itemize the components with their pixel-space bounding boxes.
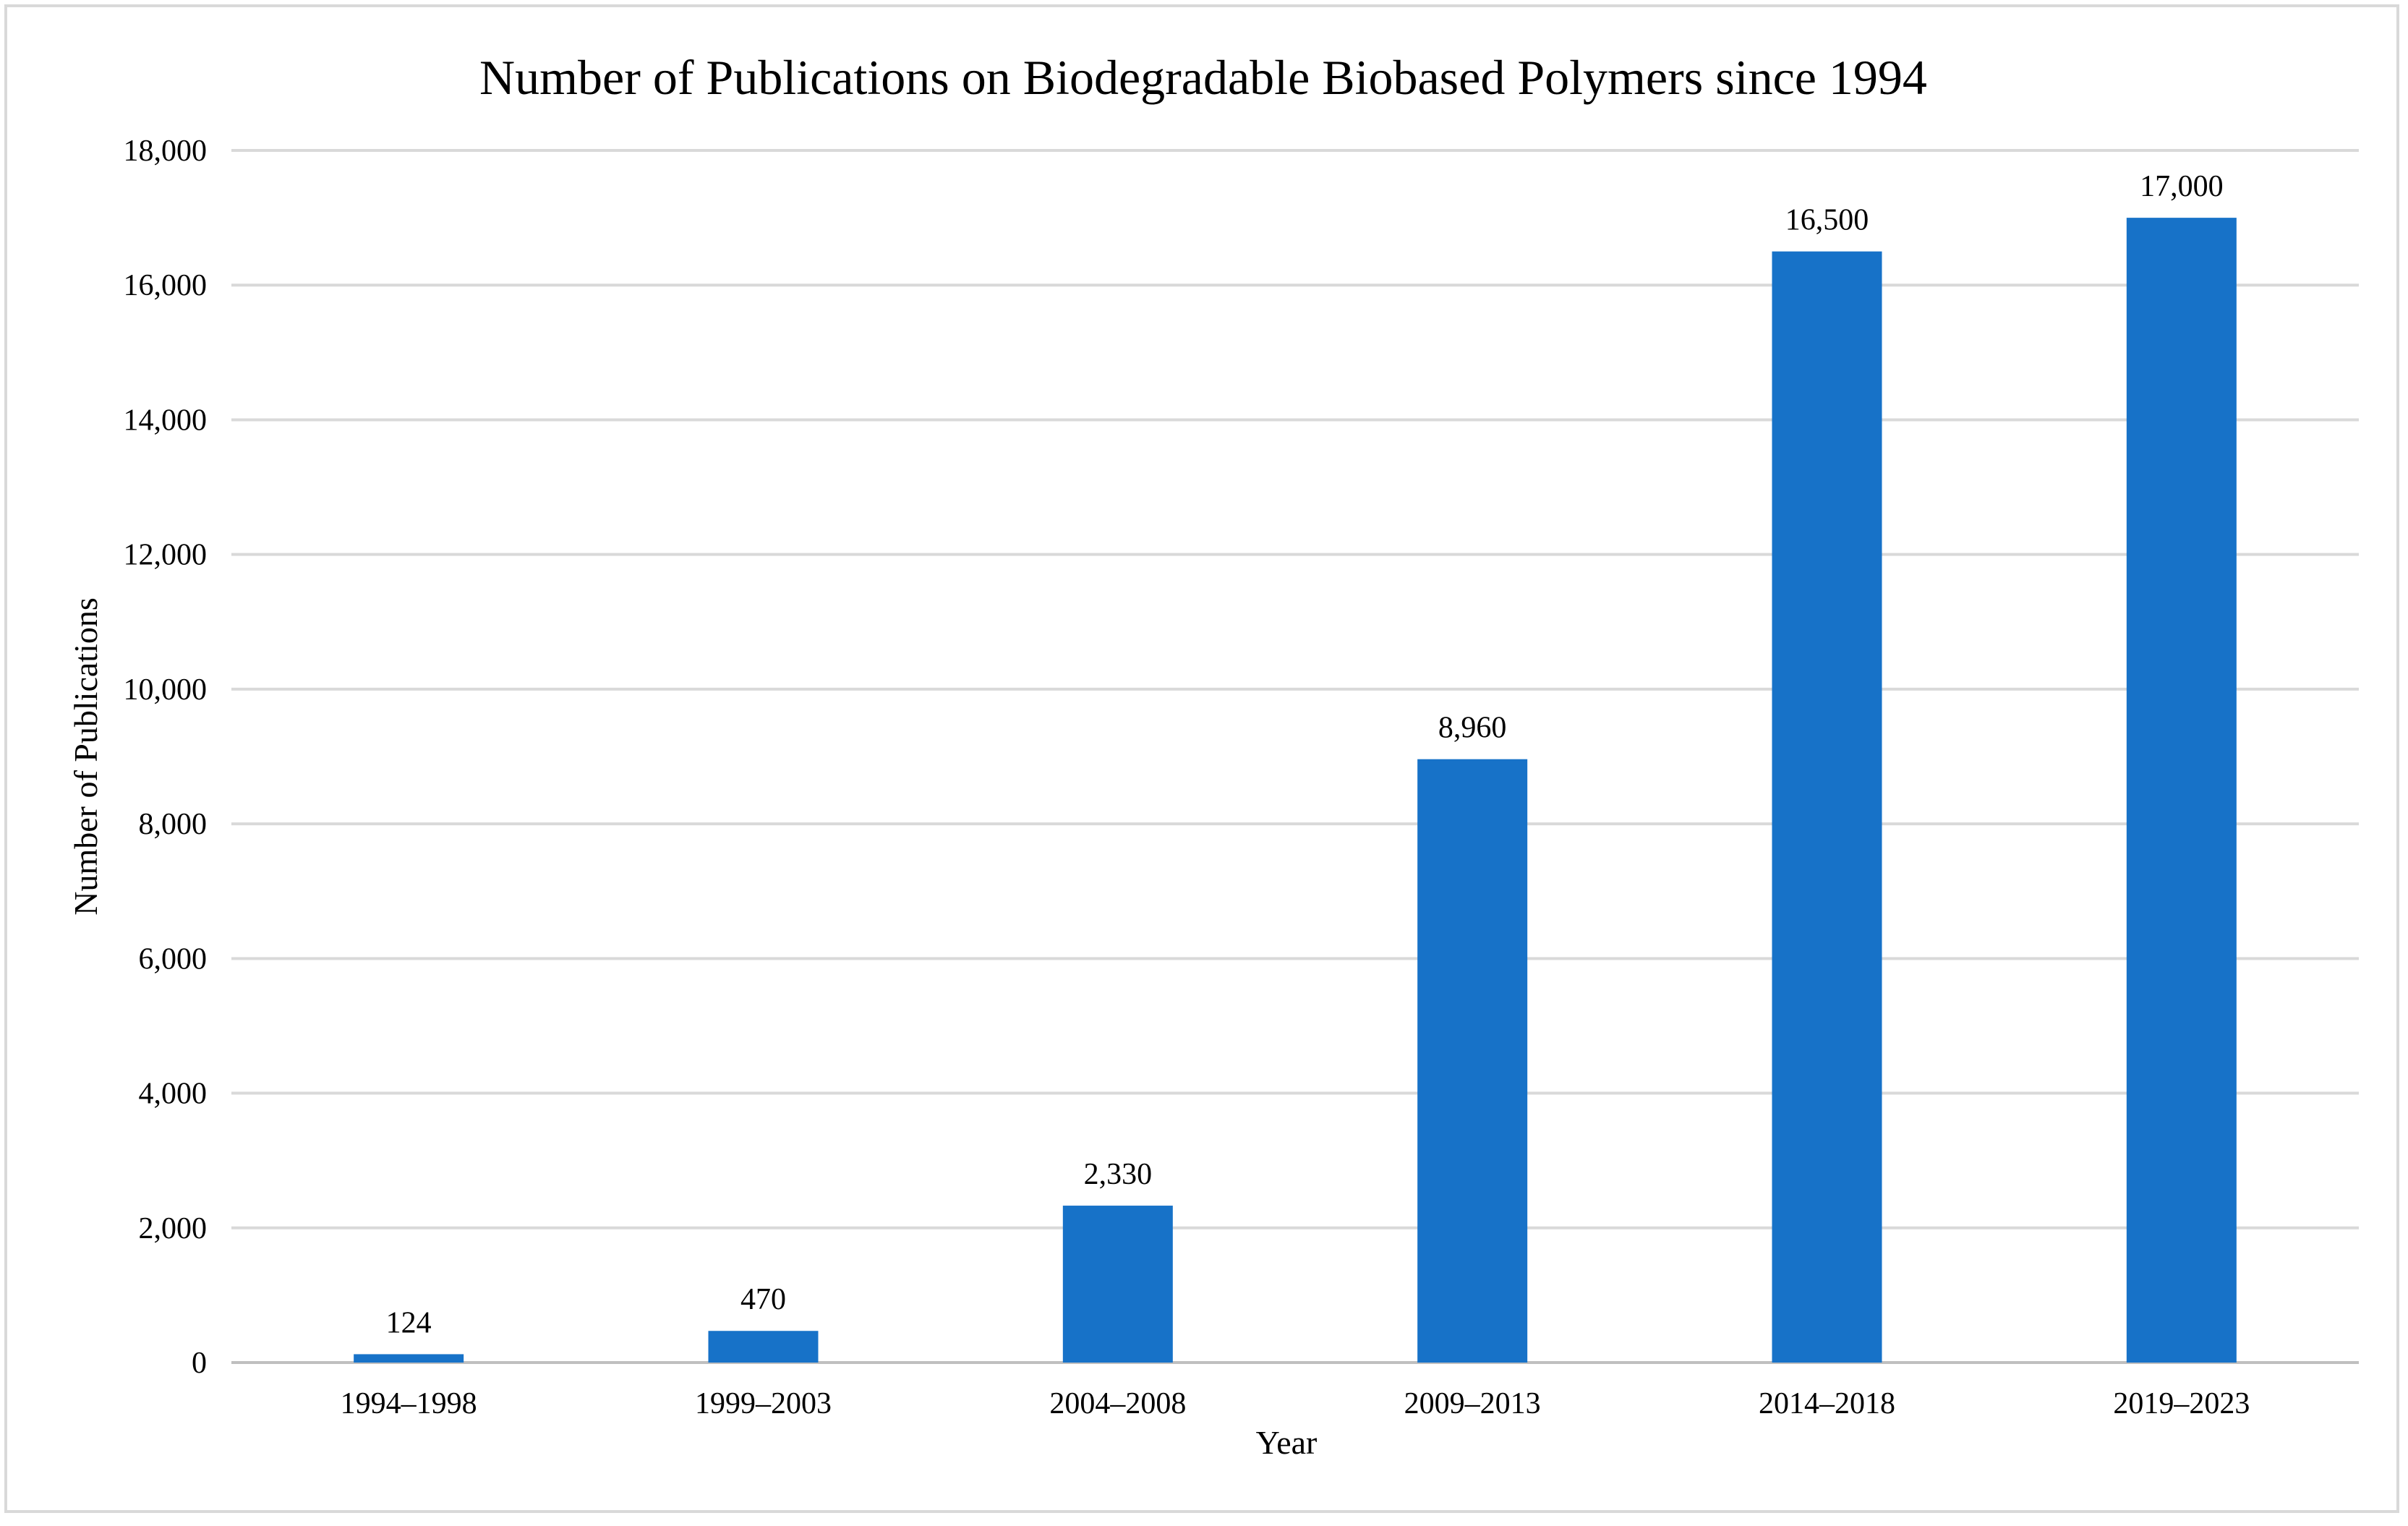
data-label: 17,000 bbox=[2140, 170, 2224, 203]
x-tick-label: 1999–2003 bbox=[695, 1387, 832, 1420]
x-tick-label: 1994–1998 bbox=[341, 1387, 477, 1420]
bar bbox=[1417, 759, 1528, 1363]
bars bbox=[354, 218, 2237, 1363]
bar bbox=[708, 1331, 819, 1363]
y-tick-label: 18,000 bbox=[124, 135, 208, 168]
data-label: 2,330 bbox=[1084, 1158, 1153, 1191]
x-tick-label: 2009–2013 bbox=[1404, 1387, 1541, 1420]
y-axis-tick-labels: 0 2,000 4,000 6,000 8,000 10,000 12,000 14,000 1… bbox=[124, 135, 208, 1380]
y-tick-label: 4,000 bbox=[139, 1078, 208, 1111]
y-tick-label: 16,000 bbox=[124, 269, 208, 302]
y-tick-label: 8,000 bbox=[139, 808, 208, 841]
chart-title: Number of Publications on Biodegradable … bbox=[479, 50, 1927, 105]
y-tick-label: 6,000 bbox=[139, 942, 208, 976]
gridlines bbox=[231, 149, 2359, 1364]
y-axis-title: Number of Publications bbox=[67, 597, 104, 916]
y-tick-label: 0 bbox=[192, 1347, 207, 1380]
x-axis-title: Year bbox=[1256, 1424, 1318, 1461]
x-tick-label: 2004–2008 bbox=[1049, 1387, 1186, 1420]
x-axis-tick-labels: 1994–1998 1999–2003 2004–2008 2009–2013 2014… bbox=[341, 1387, 2250, 1420]
bar bbox=[1062, 1206, 1173, 1363]
y-tick-label: 10,000 bbox=[124, 673, 208, 707]
x-tick-label: 2014–2018 bbox=[1759, 1387, 1895, 1420]
y-tick-label: 14,000 bbox=[124, 404, 208, 437]
bar bbox=[2126, 218, 2237, 1363]
bar bbox=[1772, 251, 1882, 1363]
data-labels: 124 470 2,330 8,960 16,500 17,000 bbox=[386, 170, 2224, 1339]
bar-chart: Number of Publications on Biodegradable … bbox=[67, 50, 2359, 1461]
x-tick-label: 2019–2023 bbox=[2113, 1387, 2250, 1420]
chart-frame: Number of Publications on Biodegradable … bbox=[4, 4, 2399, 1513]
data-label: 16,500 bbox=[1785, 204, 1869, 237]
y-tick-label: 12,000 bbox=[124, 539, 208, 572]
y-tick-label: 2,000 bbox=[139, 1212, 208, 1245]
data-label: 124 bbox=[386, 1306, 432, 1339]
bar bbox=[354, 1354, 464, 1363]
data-label: 470 bbox=[740, 1283, 786, 1316]
data-label: 8,960 bbox=[1438, 712, 1507, 745]
